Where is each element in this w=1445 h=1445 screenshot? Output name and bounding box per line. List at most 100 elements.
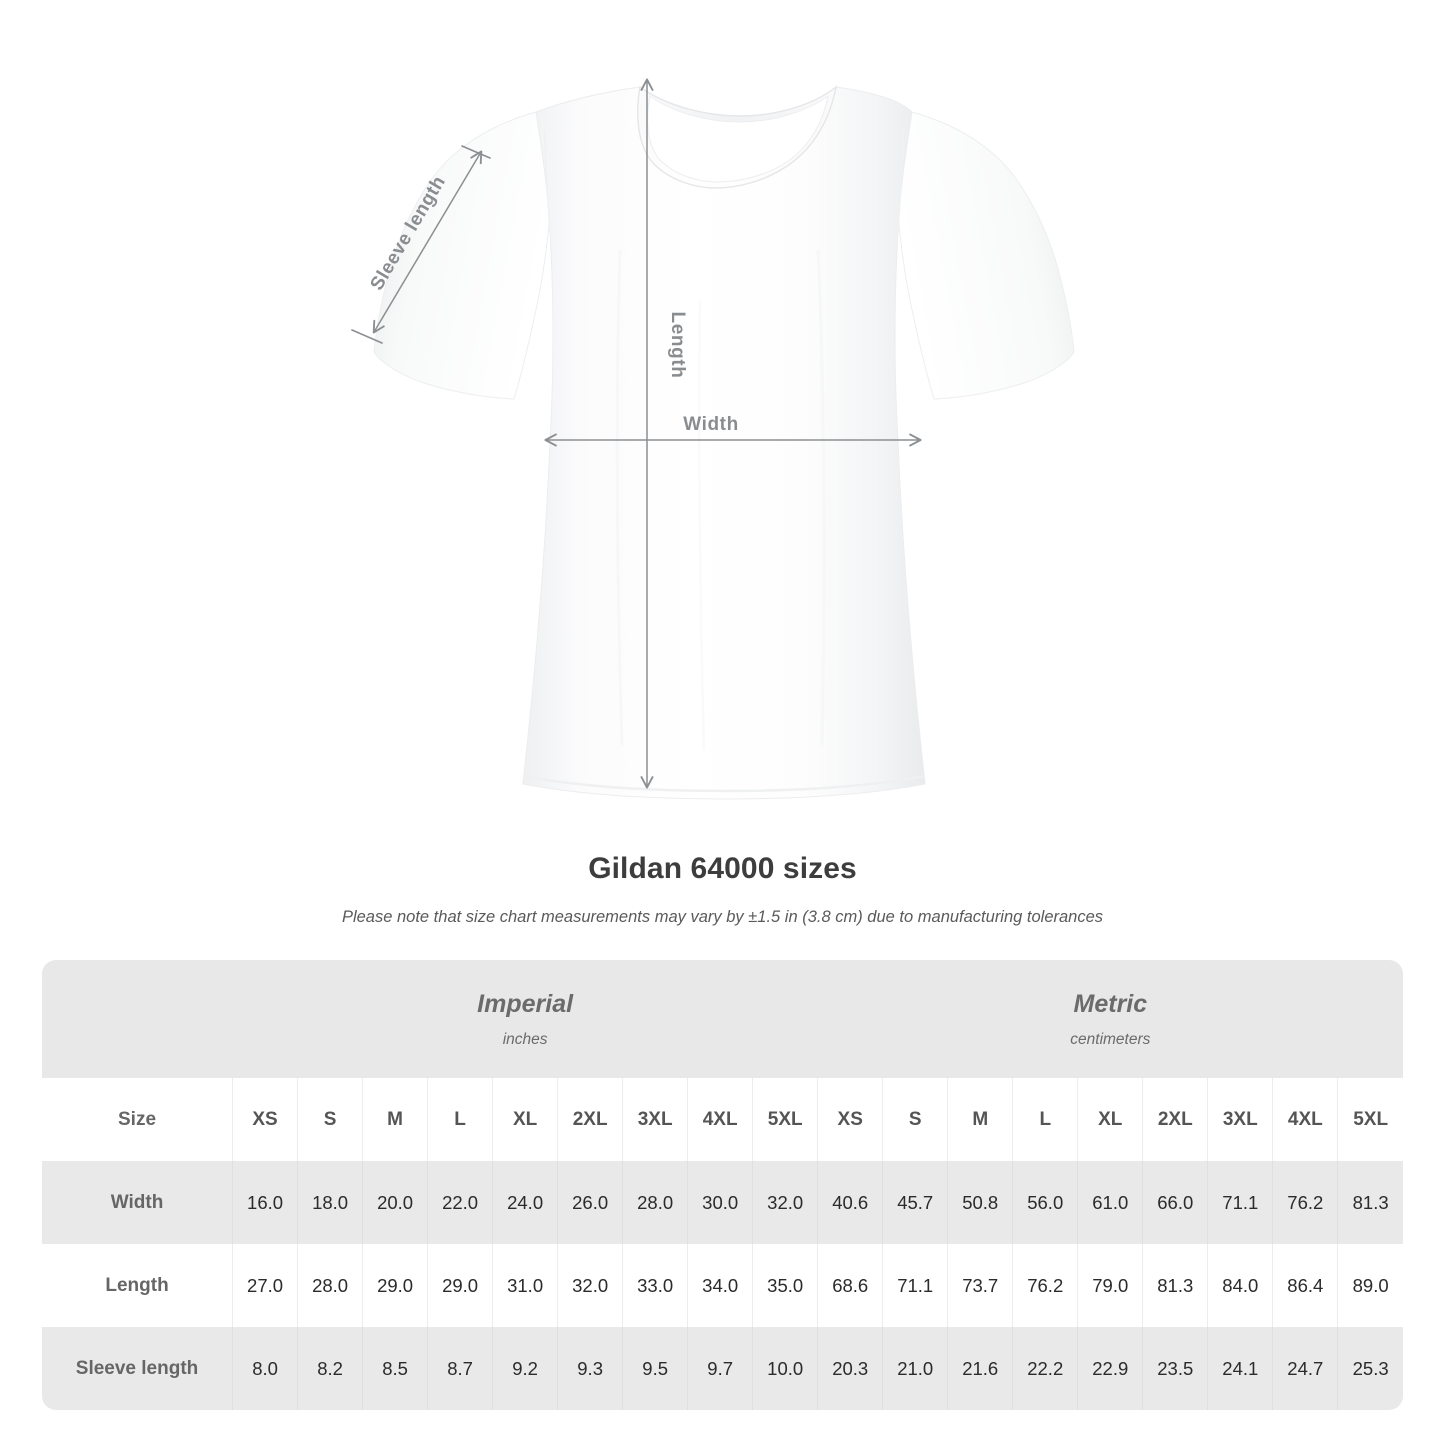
shirt-body xyxy=(522,86,926,800)
cell-width-metric-xl: 61.0 xyxy=(1077,1161,1143,1245)
unit-banner-row: Imperial inches Metric centimeters xyxy=(42,960,1403,1079)
cell-width-imperial-2xl: 26.0 xyxy=(557,1161,623,1245)
size-header-imperial-2xl: 2XL xyxy=(557,1078,623,1162)
cell-width-imperial-xl: 24.0 xyxy=(492,1161,558,1245)
unit-system-name: Imperial xyxy=(477,990,574,1019)
cell-sleeve-length-imperial-2xl: 9.3 xyxy=(557,1327,623,1411)
page-title: Gildan 64000 sizes xyxy=(588,852,857,885)
cell-sleeve-length-imperial-5xl: 10.0 xyxy=(752,1327,818,1411)
fabric-fold xyxy=(816,249,826,746)
cell-sleeve-length-metric-3xl: 24.1 xyxy=(1207,1327,1273,1411)
cell-width-metric-3xl: 71.1 xyxy=(1207,1161,1273,1245)
collar-inner-ribbing xyxy=(647,94,829,183)
unit-system-name: Metric xyxy=(1073,990,1148,1019)
row-label-length: Length xyxy=(42,1244,233,1328)
cell-sleeve-length-metric-l: 22.2 xyxy=(1012,1327,1078,1411)
length-measure-group: Length xyxy=(647,80,688,787)
unit-system-subtitle: inches xyxy=(502,1030,548,1048)
cell-sleeve-length-imperial-m: 8.5 xyxy=(362,1327,428,1411)
size-header-metric-xl: XL xyxy=(1077,1078,1143,1162)
size-header-imperial-xs: XS xyxy=(232,1078,298,1162)
size-header-imperial-4xl: 4XL xyxy=(687,1078,753,1162)
size-chart-table-wrap: Imperial inches Metric centimeters Size XS S M L… xyxy=(42,960,1403,1411)
length-label: Length xyxy=(667,312,688,379)
size-header-metric-s: S xyxy=(882,1078,948,1162)
fabric-fold xyxy=(697,299,706,751)
size-header-imperial-s: S xyxy=(297,1078,363,1162)
cell-length-imperial-xl: 31.0 xyxy=(492,1244,558,1328)
cell-sleeve-length-imperial-xl: 9.2 xyxy=(492,1327,558,1411)
sleeve-length-arrow xyxy=(374,152,481,332)
cell-length-imperial-4xl: 34.0 xyxy=(687,1244,753,1328)
cell-width-imperial-3xl: 28.0 xyxy=(622,1161,688,1245)
cell-length-metric-2xl: 81.3 xyxy=(1142,1244,1208,1328)
cell-sleeve-length-metric-xs: 20.3 xyxy=(817,1327,883,1411)
cell-width-metric-2xl: 66.0 xyxy=(1142,1161,1208,1245)
cell-width-imperial-xs: 16.0 xyxy=(232,1161,298,1245)
right-sleeve xyxy=(895,111,1075,400)
cell-length-imperial-5xl: 35.0 xyxy=(752,1244,818,1328)
size-header-metric-2xl: 2XL xyxy=(1142,1078,1208,1162)
tshirt-diagram-section: Length Width Sleeve length xyxy=(351,0,1075,800)
size-header-imperial-xl: XL xyxy=(492,1078,558,1162)
cell-sleeve-length-imperial-4xl: 9.7 xyxy=(687,1327,753,1411)
size-header-row: Size XS S M L XL 2XL 3XL 4XL 5XL XS S M L XL 2XL 3XL 4XL 5… xyxy=(42,1078,1403,1162)
cell-width-metric-s: 45.7 xyxy=(882,1161,948,1245)
cell-length-metric-l: 76.2 xyxy=(1012,1244,1078,1328)
row-label-sleeve-length: Sleeve length xyxy=(42,1327,233,1411)
size-header-metric-m: M xyxy=(947,1078,1013,1162)
cell-length-imperial-l: 29.0 xyxy=(427,1244,493,1328)
cell-width-metric-4xl: 76.2 xyxy=(1272,1161,1338,1245)
cell-sleeve-length-metric-5xl: 25.3 xyxy=(1337,1327,1403,1411)
size-chart-table: Imperial inches Metric centimeters Size XS S M L… xyxy=(42,960,1403,1411)
cell-width-metric-m: 50.8 xyxy=(947,1161,1013,1245)
table-row: Length 27.0 28.0 29.0 29.0 31.0 32.0 33.0 34.0 35… xyxy=(42,1244,1403,1328)
cell-width-imperial-l: 22.0 xyxy=(427,1161,493,1245)
cell-length-metric-xs: 68.6 xyxy=(817,1244,883,1328)
cell-length-metric-xl: 79.0 xyxy=(1077,1244,1143,1328)
size-header-metric-l: L xyxy=(1012,1078,1078,1162)
size-header-metric-4xl: 4XL xyxy=(1272,1078,1338,1162)
cell-width-metric-xs: 40.6 xyxy=(817,1161,883,1245)
cell-sleeve-length-metric-s: 21.0 xyxy=(882,1327,948,1411)
tolerance-note: Please note that size chart measurements… xyxy=(341,908,1104,926)
cell-sleeve-length-metric-m: 21.6 xyxy=(947,1327,1013,1411)
unit-banner-metric: Metric centimeters xyxy=(817,960,1403,1079)
cell-sleeve-length-imperial-s: 8.2 xyxy=(297,1327,363,1411)
cell-length-imperial-2xl: 32.0 xyxy=(557,1244,623,1328)
cell-sleeve-length-imperial-l: 8.7 xyxy=(427,1327,493,1411)
cell-width-imperial-m: 20.0 xyxy=(362,1161,428,1245)
cell-width-imperial-5xl: 32.0 xyxy=(752,1161,818,1245)
cell-length-metric-5xl: 89.0 xyxy=(1337,1244,1403,1328)
size-header-metric-5xl: 5XL xyxy=(1337,1078,1403,1162)
cell-length-imperial-s: 28.0 xyxy=(297,1244,363,1328)
tshirt-garment xyxy=(373,85,1075,800)
unit-system-subtitle: centimeters xyxy=(1070,1030,1151,1048)
cell-length-imperial-3xl: 33.0 xyxy=(622,1244,688,1328)
cell-length-metric-4xl: 86.4 xyxy=(1272,1244,1338,1328)
tshirt-figure: Length Width Sleeve length xyxy=(351,0,1075,800)
size-header-metric-3xl: 3XL xyxy=(1207,1078,1273,1162)
cell-width-metric-l: 56.0 xyxy=(1012,1161,1078,1245)
table-row: Sleeve length 8.0 8.2 8.5 8.7 9.2 9.3 9.5 9.7 10.… xyxy=(42,1327,1403,1411)
cell-length-metric-3xl: 84.0 xyxy=(1207,1244,1273,1328)
unit-banner-spacer xyxy=(42,960,233,1079)
cell-length-imperial-xs: 27.0 xyxy=(232,1244,298,1328)
size-header-metric-xs: XS xyxy=(817,1078,883,1162)
size-header-imperial-m: M xyxy=(362,1078,428,1162)
cell-sleeve-length-imperial-xs: 8.0 xyxy=(232,1327,298,1411)
cell-sleeve-length-imperial-3xl: 9.5 xyxy=(622,1327,688,1411)
size-header-imperial-5xl: 5XL xyxy=(752,1078,818,1162)
cell-sleeve-length-metric-4xl: 24.7 xyxy=(1272,1327,1338,1411)
row-label-width: Width xyxy=(42,1161,233,1245)
fabric-fold xyxy=(615,249,624,746)
cell-length-metric-m: 73.7 xyxy=(947,1244,1013,1328)
cell-length-imperial-m: 29.0 xyxy=(362,1244,428,1328)
unit-banner-imperial: Imperial inches xyxy=(232,960,818,1079)
size-header-imperial-l: L xyxy=(427,1078,493,1162)
width-measure-group: Width xyxy=(546,414,920,440)
size-header-imperial-3xl: 3XL xyxy=(622,1078,688,1162)
right-shoulder-seam xyxy=(897,129,904,233)
left-shoulder-seam xyxy=(544,129,551,233)
cell-width-metric-5xl: 81.3 xyxy=(1337,1161,1403,1245)
